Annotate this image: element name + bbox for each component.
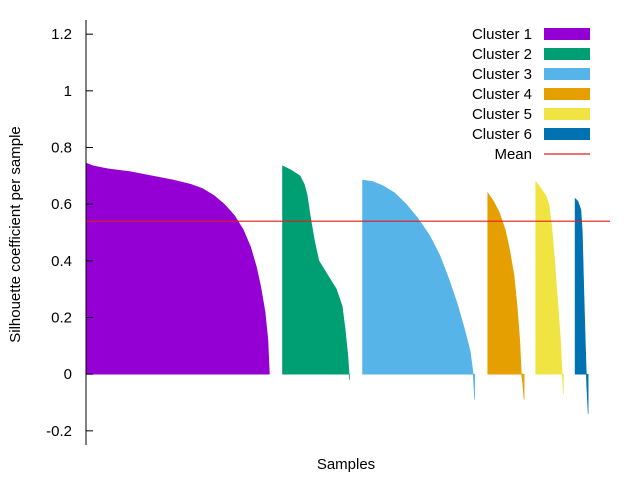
legend: Cluster 1 Cluster 2 Cluster 3 Cluster 4 Clus…: [472, 26, 590, 163]
cluster-1-silhouette: [85, 162, 270, 375]
y-tick-label: 0.6: [51, 196, 72, 213]
y-tick-label: -0.2: [46, 423, 72, 440]
legend-swatch-cluster-3: [544, 68, 590, 80]
legend-label-cluster-3: Cluster 3: [472, 66, 532, 83]
x-axis-label: Samples: [317, 456, 375, 473]
legend-label-cluster-6: Cluster 6: [472, 126, 532, 143]
y-tick-label: 0: [64, 366, 72, 383]
y-axis-label: Silhouette coefficient per sample: [7, 126, 24, 343]
y-axis-ticks: -0.2 0 0.2 0.4 0.6 0.8 1 1.2: [46, 26, 93, 440]
cluster-4-silhouette: [487, 191, 525, 400]
y-tick-label: 1.2: [51, 26, 72, 43]
cluster-6-silhouette: [574, 197, 589, 414]
legend-swatch-cluster-5: [544, 108, 590, 120]
y-tick-label: 0.2: [51, 310, 72, 327]
legend-label-cluster-1: Cluster 1: [472, 26, 532, 43]
legend-label-cluster-4: Cluster 4: [472, 86, 532, 103]
legend-swatch-cluster-4: [544, 88, 590, 100]
legend-swatch-cluster-1: [544, 28, 590, 40]
cluster-5-silhouette: [535, 180, 564, 395]
legend-label-cluster-5: Cluster 5: [472, 106, 532, 123]
legend-swatch-cluster-6: [544, 128, 590, 140]
legend-label-cluster-2: Cluster 2: [472, 46, 532, 63]
cluster-3-silhouette: [362, 179, 475, 400]
legend-label-mean: Mean: [494, 146, 532, 163]
cluster-2-silhouette: [282, 165, 350, 380]
legend-swatch-cluster-2: [544, 48, 590, 60]
y-tick-label: 1: [64, 83, 72, 100]
plot-area: [85, 162, 589, 414]
y-tick-label: 0.4: [51, 253, 72, 270]
y-tick-label: 0.8: [51, 140, 72, 157]
